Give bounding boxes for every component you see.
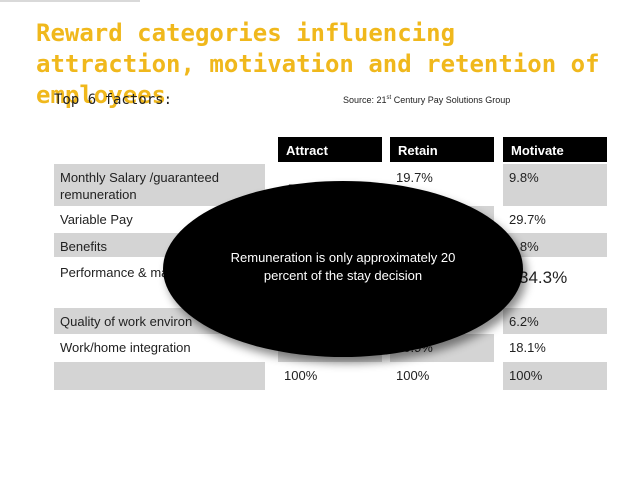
cell-motivate-total: 100% [503,362,607,390]
cell-motivate: 29.7% [503,206,607,233]
source-suffix: Century Pay Solutions Group [391,95,511,105]
cell-motivate: 1.8% [503,233,607,257]
row-label: Work/home integration [54,334,265,362]
cell-motivate: 6.2% [503,308,607,334]
cell-retain-total: 100% [390,362,494,390]
callout-oval: Remuneration is only approximately 20 pe… [163,181,523,357]
slide-subtitle: Top 6 factors: [54,92,173,108]
slide-title: Reward categories influencing attraction… [36,19,600,109]
source-prefix: Source: 21 [343,95,387,105]
top-rule [0,0,140,2]
row-label: Monthly Salary /guaranteed remuneration [54,164,265,206]
source-note: Source: 21st Century Pay Solutions Group [343,95,510,105]
header-retain: Retain [390,137,494,162]
header-attract: Attract [278,137,382,162]
callout-text: Remuneration is only approximately 20 pe… [230,250,456,283]
cell-attract-total: 100% [278,362,382,390]
cell-motivate: 18.1% [503,334,607,362]
header-motivate: Motivate [503,137,607,162]
row-label [54,362,265,390]
cell-motivate: 9.8% [503,164,607,206]
source-superscript: st [386,95,392,101]
